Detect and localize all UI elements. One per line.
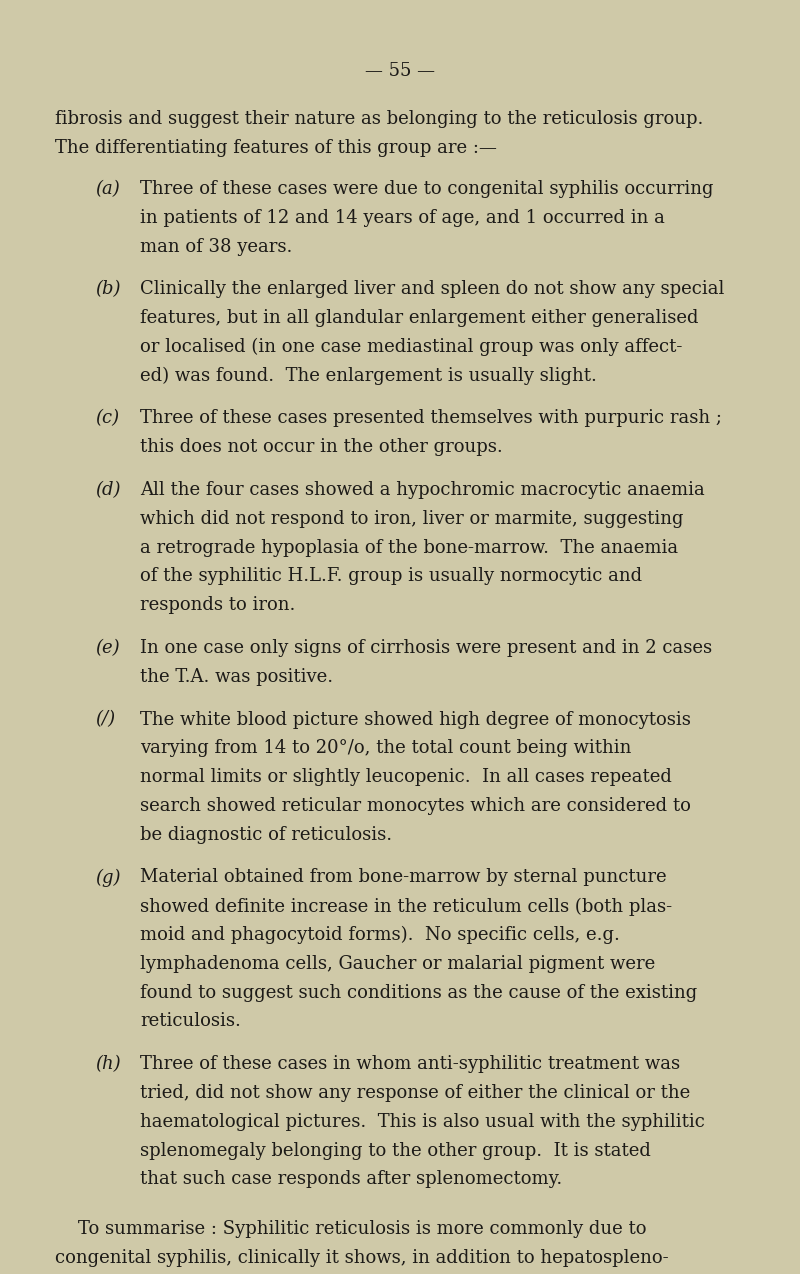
- Text: (c): (c): [95, 409, 119, 428]
- Text: that such case responds after splenomectomy.: that such case responds after splenomect…: [140, 1171, 562, 1189]
- Text: Three of these cases in whom anti-syphilitic treatment was: Three of these cases in whom anti-syphil…: [140, 1055, 680, 1073]
- Text: responds to iron.: responds to iron.: [140, 596, 295, 614]
- Text: which did not respond to iron, liver or marmite, suggesting: which did not respond to iron, liver or …: [140, 510, 683, 527]
- Text: To summarise : Syphilitic reticulosis is more commonly due to: To summarise : Syphilitic reticulosis is…: [55, 1220, 646, 1238]
- Text: splenomegaly belonging to the other group.  It is stated: splenomegaly belonging to the other grou…: [140, 1142, 651, 1159]
- Text: the T.A. was positive.: the T.A. was positive.: [140, 668, 333, 685]
- Text: fibrosis and suggest their nature as belonging to the reticulosis group.: fibrosis and suggest their nature as bel…: [55, 110, 703, 127]
- Text: (g): (g): [95, 869, 121, 887]
- Text: (h): (h): [95, 1055, 121, 1073]
- Text: showed definite increase in the reticulum cells (both plas-: showed definite increase in the reticulu…: [140, 897, 672, 916]
- Text: moid and phagocytoid forms).  No specific cells, e.g.: moid and phagocytoid forms). No specific…: [140, 926, 620, 944]
- Text: (b): (b): [95, 280, 121, 298]
- Text: of the syphilitic H.L.F. group is usually normocytic and: of the syphilitic H.L.F. group is usuall…: [140, 567, 642, 586]
- Text: be diagnostic of reticulosis.: be diagnostic of reticulosis.: [140, 826, 392, 843]
- Text: (e): (e): [95, 640, 120, 657]
- Text: features, but in all glandular enlargement either generalised: features, but in all glandular enlargeme…: [140, 310, 698, 327]
- Text: reticulosis.: reticulosis.: [140, 1013, 241, 1031]
- Text: (a): (a): [95, 180, 120, 197]
- Text: Three of these cases presented themselves with purpuric rash ;: Three of these cases presented themselve…: [140, 409, 722, 428]
- Text: tried, did not show any response of either the clinical or the: tried, did not show any response of eith…: [140, 1084, 690, 1102]
- Text: The differentiating features of this group are :—: The differentiating features of this gro…: [55, 139, 497, 157]
- Text: search showed reticular monocytes which are considered to: search showed reticular monocytes which …: [140, 798, 691, 815]
- Text: All the four cases showed a hypochromic macrocytic anaemia: All the four cases showed a hypochromic …: [140, 482, 705, 499]
- Text: (d): (d): [95, 482, 121, 499]
- Text: Material obtained from bone-marrow by sternal puncture: Material obtained from bone-marrow by st…: [140, 869, 666, 887]
- Text: In one case only signs of cirrhosis were present and in 2 cases: In one case only signs of cirrhosis were…: [140, 640, 712, 657]
- Text: ed) was found.  The enlargement is usually slight.: ed) was found. The enlargement is usuall…: [140, 367, 597, 385]
- Text: this does not occur in the other groups.: this does not occur in the other groups.: [140, 438, 502, 456]
- Text: or localised (in one case mediastinal group was only affect-: or localised (in one case mediastinal gr…: [140, 338, 682, 357]
- Text: lymphadenoma cells, Gaucher or malarial pigment were: lymphadenoma cells, Gaucher or malarial …: [140, 956, 655, 973]
- Text: haematological pictures.  This is also usual with the syphilitic: haematological pictures. This is also us…: [140, 1112, 705, 1131]
- Text: normal limits or slightly leucopenic.  In all cases repeated: normal limits or slightly leucopenic. In…: [140, 768, 672, 786]
- Text: a retrograde hypoplasia of the bone-marrow.  The anaemia: a retrograde hypoplasia of the bone-marr…: [140, 539, 678, 557]
- Text: found to suggest such conditions as the cause of the existing: found to suggest such conditions as the …: [140, 984, 698, 1001]
- Text: Three of these cases were due to congenital syphilis occurring: Three of these cases were due to congeni…: [140, 180, 714, 197]
- Text: man of 38 years.: man of 38 years.: [140, 237, 292, 256]
- Text: (/): (/): [95, 711, 115, 729]
- Text: varying from 14 to 20°/o, the total count being within: varying from 14 to 20°/o, the total coun…: [140, 739, 631, 757]
- Text: The white blood picture showed high degree of monocytosis: The white blood picture showed high degr…: [140, 711, 691, 729]
- Text: — 55 —: — 55 —: [365, 62, 435, 80]
- Text: in patients of 12 and 14 years of age, and 1 occurred in a: in patients of 12 and 14 years of age, a…: [140, 209, 665, 227]
- Text: congenital syphilis, clinically it shows, in addition to hepatospleno-: congenital syphilis, clinically it shows…: [55, 1249, 669, 1266]
- Text: Clinically the enlarged liver and spleen do not show any special: Clinically the enlarged liver and spleen…: [140, 280, 724, 298]
